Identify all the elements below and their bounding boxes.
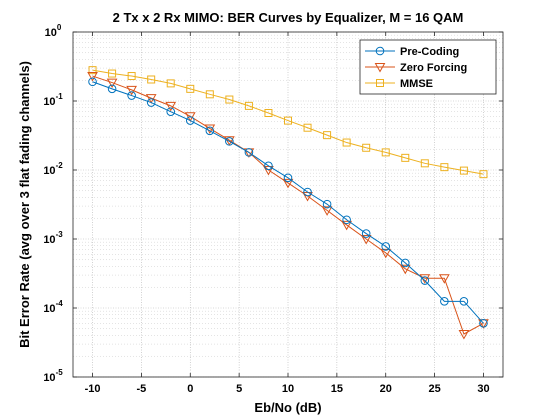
data-point — [303, 187, 312, 197]
y-tick-label: 10-2 — [43, 161, 63, 177]
data-point — [400, 258, 410, 268]
y-axis-label: Bit Error Rate (avg over 3 flat fading c… — [17, 61, 32, 348]
series-pre-coding — [88, 77, 488, 328]
data-point — [360, 235, 372, 245]
x-tick-label: 25 — [428, 383, 440, 395]
x-tick-label: 0 — [187, 383, 193, 395]
y-tick-label: 10-3 — [43, 230, 63, 246]
data-point — [166, 107, 176, 116]
data-point — [381, 148, 390, 157]
x-axis-label: Eb/No (dB) — [254, 400, 321, 415]
data-point — [479, 319, 488, 328]
data-point — [479, 170, 488, 179]
data-point — [303, 123, 312, 132]
data-point — [244, 101, 253, 110]
data-point — [361, 229, 371, 238]
data-point — [88, 66, 97, 75]
data-point — [376, 79, 384, 87]
data-point — [127, 91, 136, 100]
data-point — [244, 148, 254, 157]
legend-label: Pre-Coding — [400, 46, 459, 58]
data-point — [420, 276, 430, 285]
data-point — [380, 248, 392, 259]
legend: Pre-Coding Zero Forcing MMSE — [359, 39, 497, 95]
data-point — [440, 297, 449, 306]
legend-label: MMSE — [400, 78, 433, 90]
data-point — [186, 84, 195, 93]
data-point — [165, 101, 177, 112]
data-point — [166, 79, 175, 88]
data-point — [88, 77, 97, 87]
data-point — [147, 75, 156, 84]
data-point — [342, 138, 351, 147]
y-tick-label: 10-1 — [43, 92, 63, 108]
data-point — [146, 98, 156, 107]
legend-entry: Zero Forcing — [365, 62, 467, 74]
data-point — [401, 153, 410, 162]
data-point — [322, 199, 332, 209]
x-tick-label: 20 — [380, 383, 392, 395]
data-point — [439, 274, 450, 284]
data-point — [283, 173, 293, 183]
data-point — [127, 72, 136, 81]
series-mmse — [88, 66, 488, 179]
data-point — [341, 220, 352, 231]
data-point — [185, 116, 195, 125]
data-point — [282, 178, 294, 189]
data-point — [184, 112, 196, 122]
grid — [73, 31, 503, 378]
data-point — [323, 131, 332, 140]
y-tick-label: 100 — [45, 23, 62, 39]
data-point — [458, 329, 470, 340]
data-point — [342, 215, 351, 225]
data-point — [106, 78, 118, 89]
x-tick-label: 15 — [331, 383, 343, 395]
data-point — [399, 264, 411, 275]
x-tick-label: 5 — [236, 383, 242, 395]
legend-entry: Pre-Coding — [365, 46, 459, 58]
data-point — [225, 137, 234, 146]
legend-entry: MMSE — [365, 78, 433, 90]
y-tick-label: 10-4 — [43, 299, 63, 315]
data-point — [87, 72, 98, 82]
series-layer — [87, 66, 489, 340]
data-point — [225, 95, 234, 104]
data-point — [126, 85, 137, 96]
series-line — [92, 69, 484, 175]
data-point — [108, 69, 117, 78]
y-tick-label: 10-5 — [43, 368, 63, 384]
data-point — [205, 90, 214, 99]
data-point — [284, 116, 292, 125]
x-tick-label: 30 — [477, 383, 489, 395]
data-point — [321, 206, 333, 216]
data-point — [107, 84, 117, 94]
chart-title: 2 Tx x 2 Rx MIMO: BER Curves by Equalize… — [113, 10, 464, 25]
x-tick-label: -5 — [137, 383, 147, 395]
data-point — [205, 126, 215, 136]
data-point — [264, 161, 273, 171]
data-point — [459, 166, 468, 175]
data-point — [440, 163, 449, 172]
x-tick-label: -10 — [85, 383, 101, 395]
data-point — [224, 136, 235, 146]
x-tick-label: 10 — [282, 383, 294, 395]
data-point — [263, 166, 274, 176]
series-line — [92, 81, 484, 324]
data-point — [381, 242, 391, 251]
legend-label: Zero Forcing — [400, 62, 467, 74]
data-point — [420, 159, 429, 168]
data-point — [375, 46, 385, 56]
tick-labels: -10 -5 0 5 10 15 20 25 30 100 10-1 10-2 10-3 10-4 10-5 — [43, 23, 503, 395]
data-point — [264, 109, 273, 118]
data-point — [204, 124, 216, 134]
data-point — [374, 63, 386, 73]
data-point — [362, 143, 371, 152]
data-point — [145, 94, 157, 104]
data-point — [459, 297, 469, 306]
